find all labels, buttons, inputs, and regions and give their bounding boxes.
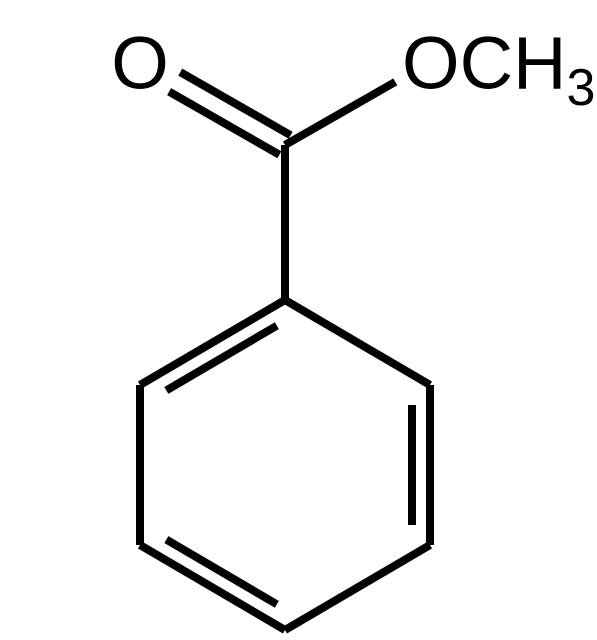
atom-label-O1: O <box>111 22 169 105</box>
svg-text:O: O <box>111 22 169 105</box>
atom-label-O2: OCH3 <box>402 22 595 117</box>
svg-text:OCH3: OCH3 <box>402 22 595 117</box>
molecule-diagram: O OCH3 <box>0 0 597 640</box>
